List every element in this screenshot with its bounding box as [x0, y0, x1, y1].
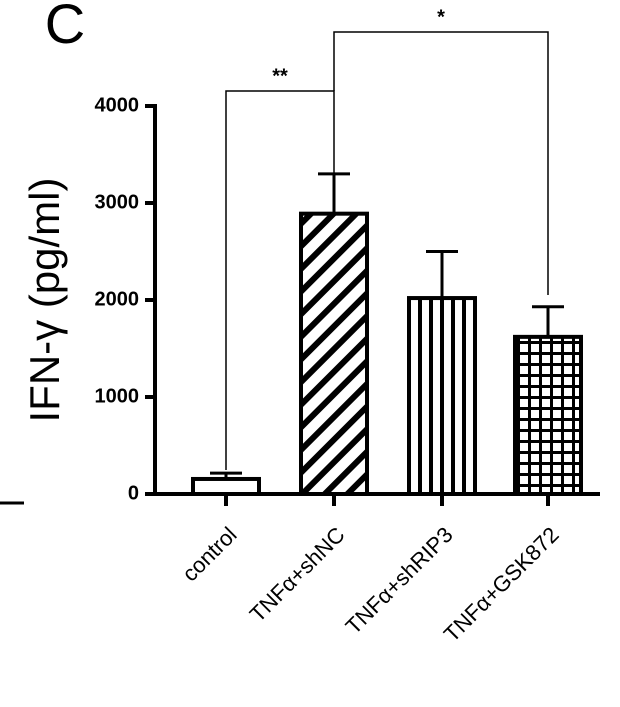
x-tick-label: TNFα+shNC — [245, 522, 350, 627]
significance-bracket — [333, 31, 549, 295]
bar — [407, 296, 477, 496]
y-tick-label: 1000 — [95, 385, 140, 407]
significance-bracket — [225, 90, 335, 470]
x-tick-label: TNFα+GSK872 — [439, 522, 564, 647]
significance-label: ** — [272, 65, 288, 87]
y-axis-label: IFN-γ (pg/ml) — [21, 178, 68, 423]
bar — [191, 476, 261, 496]
bar — [299, 211, 369, 496]
y-tick-label: 4000 — [95, 94, 140, 116]
significance-label: * — [437, 6, 445, 28]
y-tick-label: 0 — [128, 482, 139, 504]
x-tick-label: TNFα+shRIP3 — [341, 522, 458, 639]
bar — [513, 334, 583, 496]
y-tick-label: 3000 — [95, 191, 140, 213]
y-tick-label: 2000 — [95, 288, 140, 310]
panel-label: C — [45, 0, 85, 55]
x-tick-label: control — [177, 522, 241, 586]
